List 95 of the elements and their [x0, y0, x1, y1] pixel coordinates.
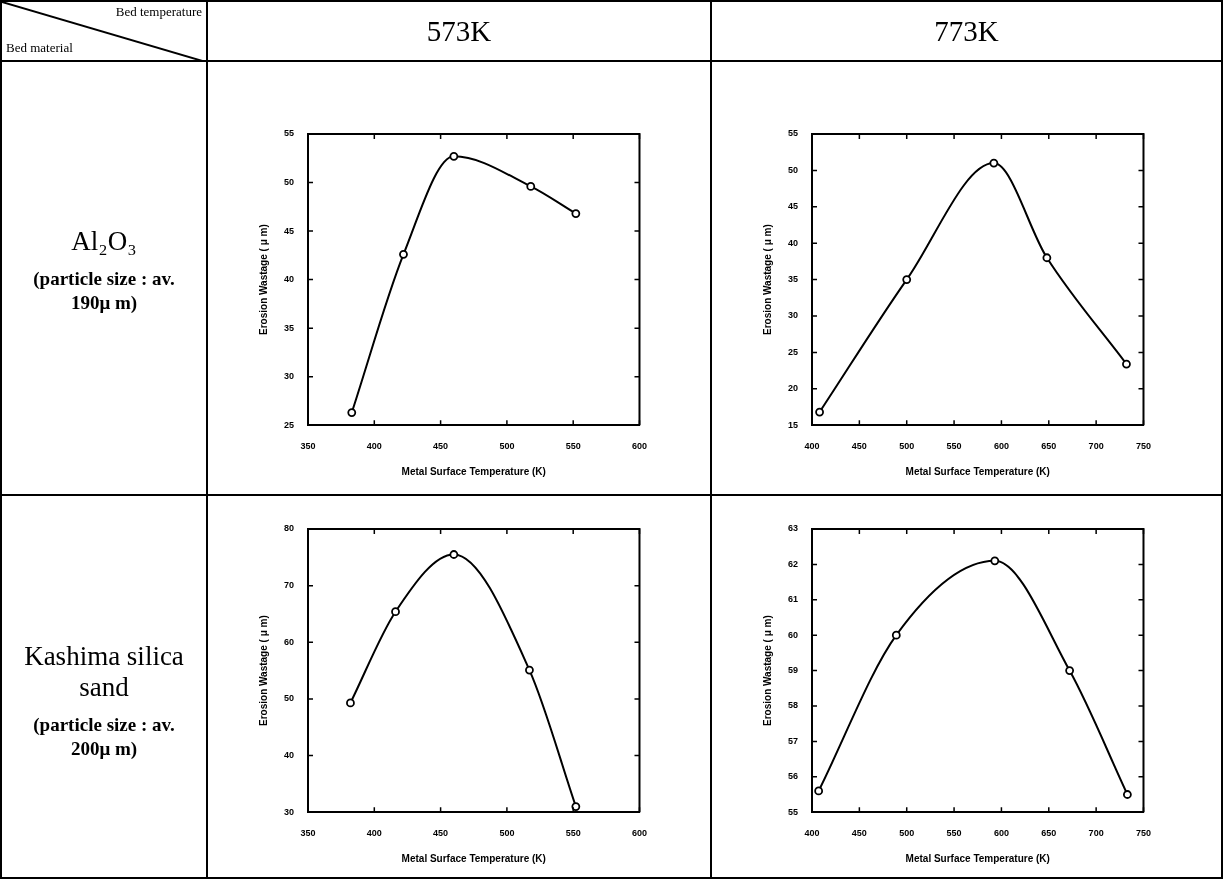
point — [449, 550, 459, 559]
y-tick-label: 59 — [788, 665, 799, 676]
y-tick-label: 30 — [284, 806, 295, 817]
y-tick-label: 15 — [788, 419, 799, 430]
y-tick-label: 62 — [788, 558, 799, 569]
x-tick-label: 450 — [851, 441, 867, 452]
x-tick-label: 750 — [1135, 441, 1152, 452]
y-tick-label: 56 — [788, 771, 799, 782]
point — [571, 209, 581, 218]
x-tick-label: 500 — [499, 828, 515, 839]
text: (particle size : av. 190μ m) — [32, 267, 176, 315]
point — [449, 151, 459, 161]
y-tick-label: 20 — [788, 383, 799, 394]
point — [399, 249, 408, 259]
x-tick-label: 650 — [1041, 441, 1057, 452]
y-tick-label: 25 — [284, 419, 295, 430]
x-tick-label: 400 — [804, 828, 820, 839]
point — [525, 665, 534, 675]
point — [1122, 359, 1131, 369]
text: Bed temperature — [115, 4, 202, 20]
x-tick-label: 550 — [565, 441, 581, 452]
y-tick-label: 30 — [788, 310, 799, 321]
x-tick-label: 500 — [899, 828, 915, 839]
text: Bed material — [6, 40, 73, 56]
point — [815, 407, 824, 417]
point — [989, 158, 999, 168]
x-axis-title: Metal Surface Temperature (K) — [401, 465, 546, 477]
y-tick-label: 45 — [284, 225, 295, 236]
x-tick-label: 550 — [946, 828, 962, 839]
point — [526, 182, 536, 191]
y-tick-label: 55 — [788, 128, 799, 139]
x-tick-label: 450 — [433, 441, 449, 452]
x-tick-label: 600 — [631, 441, 648, 452]
x-tick-label: 450 — [851, 828, 867, 839]
point — [346, 698, 355, 708]
x-axis-title: Metal Surface Temperature (K) — [905, 465, 1050, 477]
point — [1042, 253, 1052, 263]
point — [891, 630, 901, 640]
point — [990, 556, 1000, 566]
x-tick-label: 750 — [1135, 828, 1152, 839]
y-tick-label: 80 — [284, 523, 295, 534]
x-tick-label: 400 — [366, 828, 382, 839]
y-tick-label: 60 — [284, 636, 295, 647]
y-tick-label: 35 — [284, 322, 295, 333]
y-tick-label: 35 — [788, 274, 799, 285]
y-axis-title: Erosion Wastage ( μ m) — [761, 224, 773, 335]
point — [391, 607, 400, 617]
x-tick-label: 700 — [1088, 828, 1104, 839]
y-tick-label: 50 — [284, 693, 295, 704]
point — [1065, 666, 1075, 675]
x-tick-label: 350 — [300, 828, 316, 839]
x-tick-label: 550 — [946, 441, 962, 452]
text: Kashima silica sand — [23, 640, 185, 703]
x-tick-label: 650 — [1041, 828, 1057, 839]
x-tick-label: 350 — [300, 441, 316, 452]
y-tick-label: 61 — [788, 594, 799, 605]
point — [571, 802, 581, 811]
text: (particle size : av. 200μ m) — [32, 712, 176, 761]
text: 573K — [208, 2, 710, 60]
y-tick-label: 63 — [788, 523, 799, 534]
y-axis-title: Erosion Wastage ( μ m) — [761, 615, 773, 726]
x-tick-label: 500 — [899, 441, 915, 452]
point — [1122, 790, 1132, 799]
x-tick-label: 400 — [366, 441, 382, 452]
x-tick-label: 700 — [1088, 441, 1104, 452]
y-tick-label: 70 — [284, 580, 295, 591]
text: 773K — [712, 2, 1221, 60]
y-axis-title: Erosion Wastage ( μ m) — [257, 615, 269, 726]
y-tick-label: 25 — [788, 346, 799, 357]
x-tick-label: 550 — [565, 828, 581, 839]
y-tick-label: 30 — [284, 371, 295, 382]
y-tick-label: 40 — [284, 274, 295, 285]
y-axis-title: Erosion Wastage ( μ m) — [257, 224, 269, 335]
x-tick-label: 500 — [499, 441, 515, 452]
y-tick-label: 50 — [788, 164, 799, 175]
x-axis-title: Metal Surface Temperature (K) — [401, 852, 546, 864]
y-tick-label: 40 — [284, 750, 295, 761]
point — [347, 408, 357, 417]
x-tick-label: 600 — [993, 828, 1009, 839]
x-axis-title: Metal Surface Temperature (K) — [905, 852, 1050, 864]
point — [814, 786, 824, 796]
y-tick-label: 45 — [788, 201, 799, 212]
y-tick-label: 50 — [284, 177, 295, 188]
x-tick-label: 600 — [993, 441, 1009, 452]
x-tick-label: 450 — [433, 828, 449, 839]
point — [902, 275, 912, 284]
y-tick-label: 55 — [788, 806, 799, 817]
x-tick-label: 400 — [804, 441, 820, 452]
y-tick-label: 55 — [284, 128, 295, 139]
y-tick-label: 40 — [788, 237, 799, 248]
text: Al₂O₃ — [70, 226, 138, 258]
y-tick-label: 58 — [788, 700, 799, 711]
y-tick-label: 60 — [788, 629, 799, 640]
y-tick-label: 57 — [788, 735, 799, 746]
x-tick-label: 600 — [631, 828, 648, 839]
